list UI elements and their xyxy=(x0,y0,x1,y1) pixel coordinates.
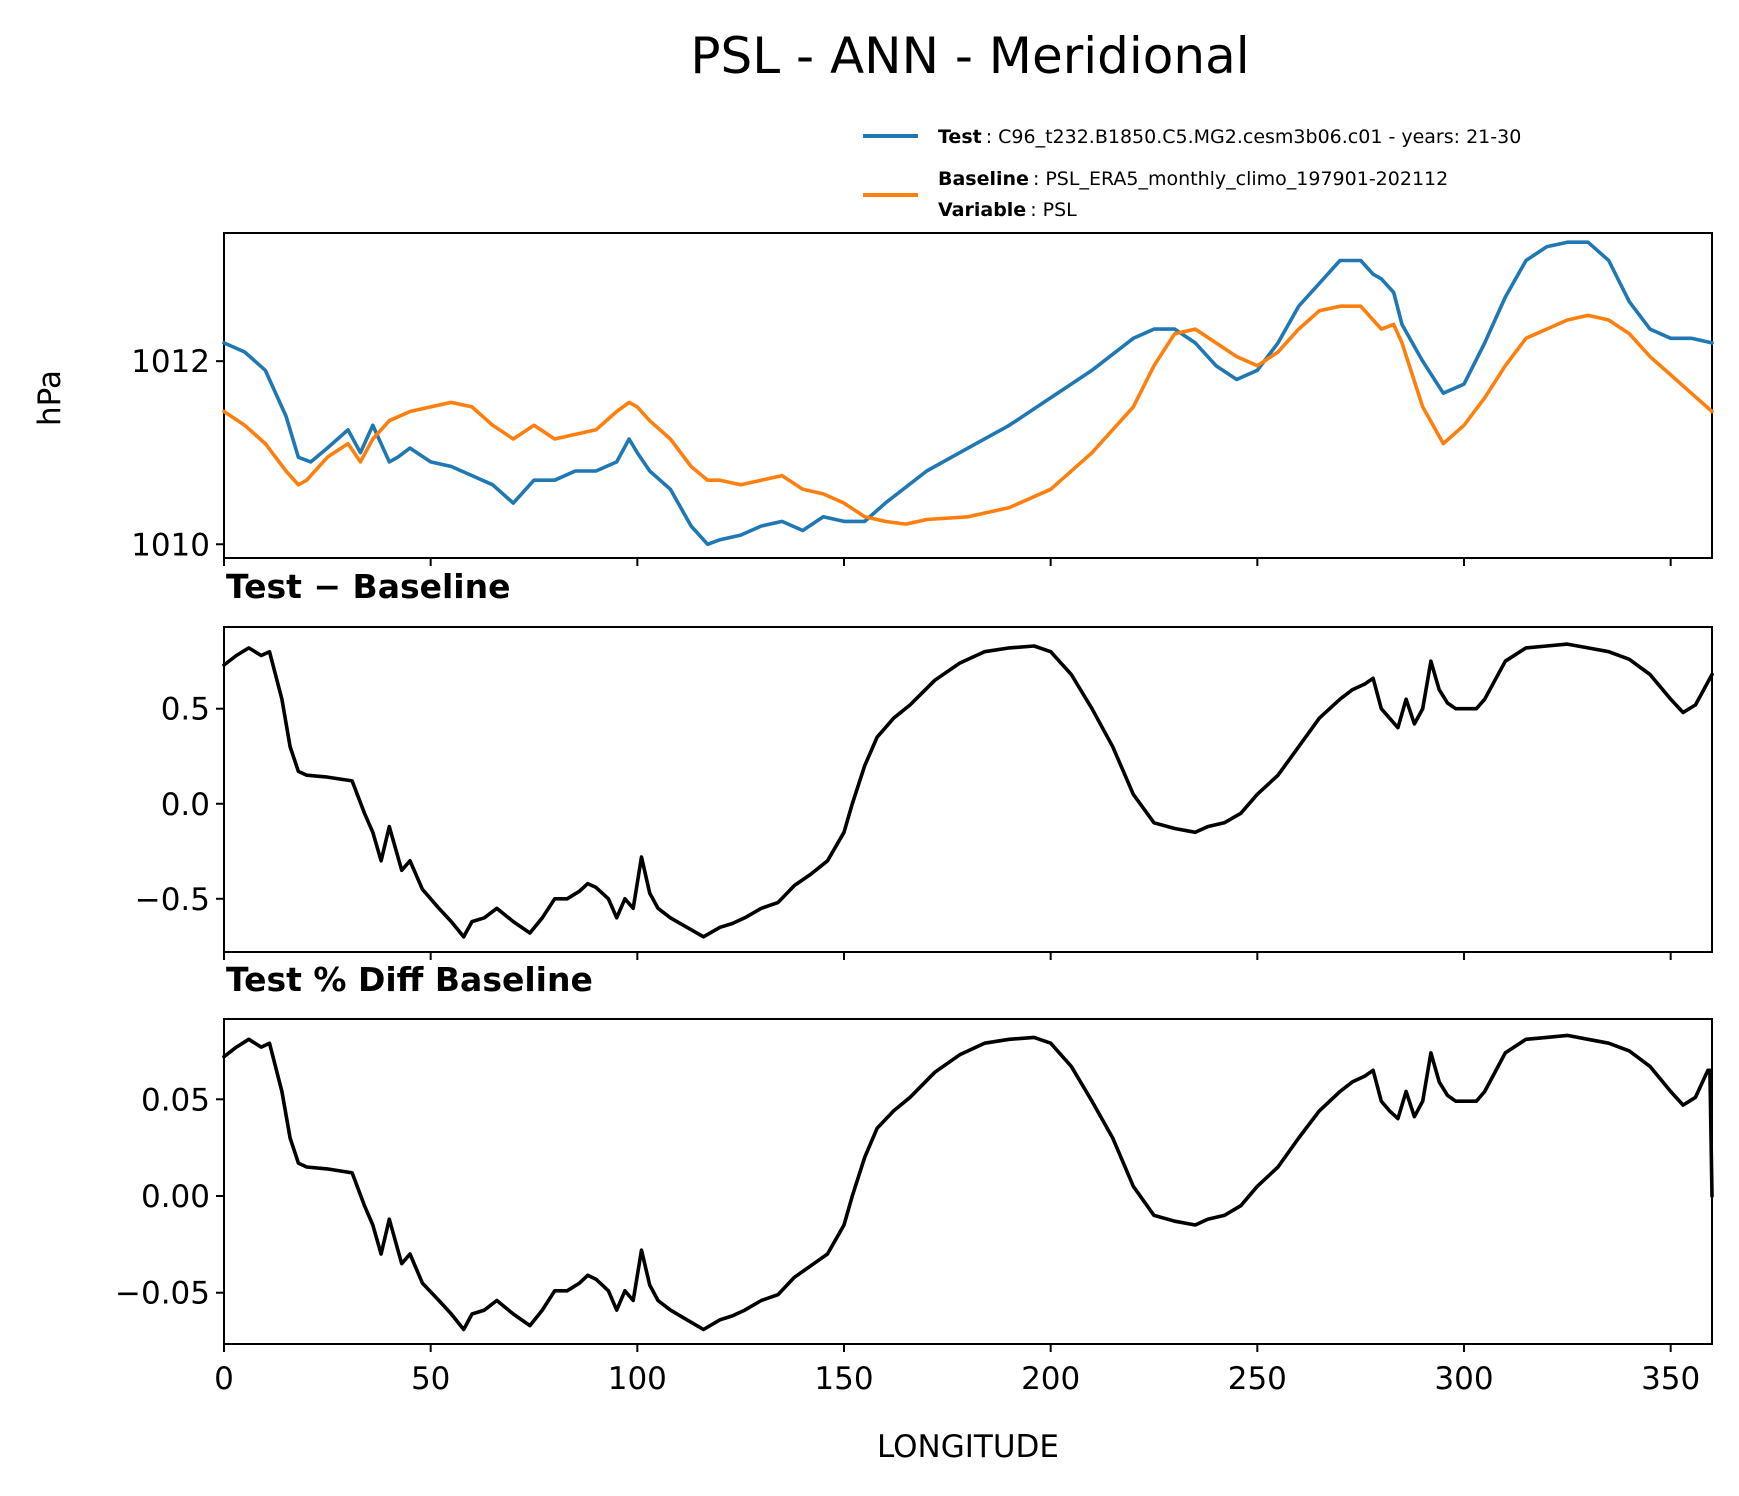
legend-baseline-entry: Baseline: PSL_ERA5_monthly_climo_197901-2… xyxy=(938,168,1448,190)
percent-diff-xtick-label: 250 xyxy=(1228,1361,1287,1397)
difference-ytick-label: 0.0 xyxy=(161,787,210,823)
difference-panel: Test − Baseline 0.5 0.0 −0.5 xyxy=(135,567,1714,960)
percent-diff-panel-xlabel: LONGITUDE xyxy=(877,1429,1059,1465)
figure-title: PSL - ANN - Meridional xyxy=(690,27,1249,85)
percent-diff-xtick-label: 100 xyxy=(608,1361,667,1397)
difference-panel-frame xyxy=(223,626,1713,953)
percent-diff-panel-title: Test % Diff Baseline xyxy=(226,960,593,999)
psl-panel-frame xyxy=(223,232,1713,559)
percent-diff-xtick-label: 350 xyxy=(1641,1361,1700,1397)
legend-test-key: Test xyxy=(938,126,982,148)
legend-baseline-value: PSL_ERA5_monthly_climo_197901-202112 xyxy=(1045,168,1448,190)
legend-variable-key: Variable xyxy=(938,199,1026,221)
percent-diff-panel: Test % Diff Baseline 0.05 0.00 −0.05 0 50 100… xyxy=(115,960,1714,1465)
legend-variable-value: PSL xyxy=(1043,199,1078,221)
difference-ytick-label: −0.5 xyxy=(135,882,210,918)
psl-panel: 1010 1012 hPa xyxy=(32,232,1714,566)
legend-baseline-key: Baseline xyxy=(938,168,1029,190)
difference-panel-title: Test − Baseline xyxy=(226,567,511,606)
difference-ytick-label: 0.5 xyxy=(161,692,210,728)
percent-diff-ytick-label: −0.05 xyxy=(115,1276,210,1312)
psl-series-line-test xyxy=(222,240,1714,547)
percent-diff-xtick-label: 150 xyxy=(814,1361,873,1397)
percent-diff-ytick-label: 0.05 xyxy=(141,1082,210,1118)
legend-test-entry: Test: C96_t232.B1850.C5.MG2.cesm3b06.c01 … xyxy=(938,126,1521,148)
percent-diff-xtick-label: 50 xyxy=(411,1361,450,1397)
psl-ytick-label: 1010 xyxy=(131,527,210,563)
difference-series-line-0 xyxy=(222,642,1714,939)
percent-diff-xtick-label: 200 xyxy=(1021,1361,1080,1397)
psl-panel-ylabel: hPa xyxy=(32,370,68,426)
legend: Test: C96_t232.B1850.C5.MG2.cesm3b06.c01 … xyxy=(863,126,1521,221)
legend-variable-entry: Variable: PSL xyxy=(938,199,1077,221)
percent-diff-ytick-label: 0.00 xyxy=(141,1179,210,1215)
psl-ytick-label: 1012 xyxy=(131,344,210,380)
percent-diff-xtick-label: 0 xyxy=(214,1361,234,1397)
percent-diff-xtick-label: 300 xyxy=(1434,1361,1493,1397)
percent-diff-series-line-0 xyxy=(222,1033,1714,1332)
legend-test-value: C96_t232.B1850.C5.MG2.cesm3b06.c01 - yea… xyxy=(998,126,1521,148)
psl-series-line-baseline xyxy=(222,304,1714,526)
